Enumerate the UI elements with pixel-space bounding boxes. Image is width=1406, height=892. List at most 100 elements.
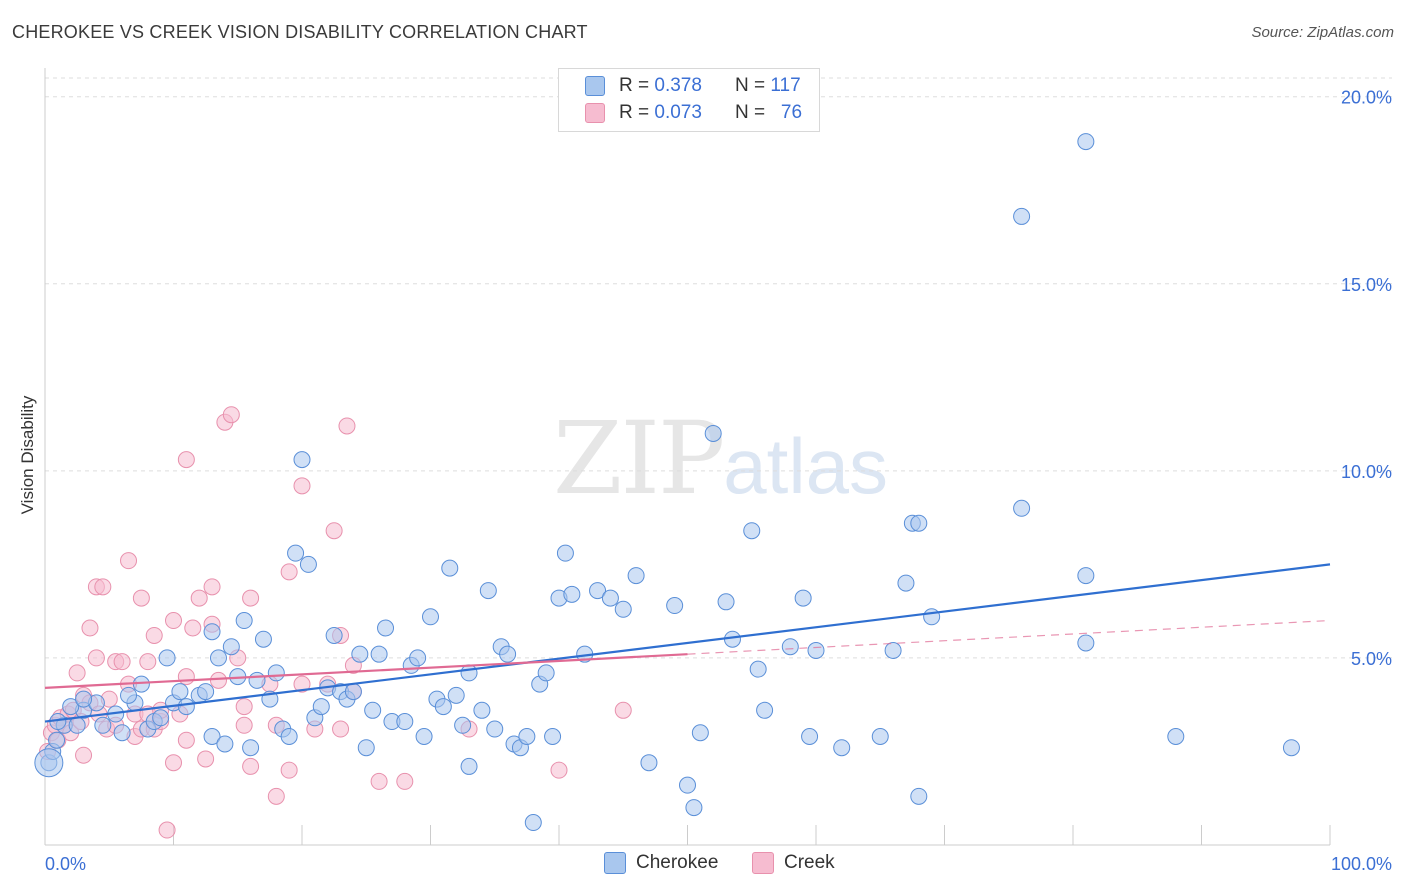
creek-point bbox=[396, 772, 414, 790]
cherokee-point bbox=[357, 739, 375, 757]
creek-point bbox=[242, 589, 260, 607]
creek-point bbox=[235, 698, 253, 716]
creek-point bbox=[293, 675, 311, 693]
y-tick-label: 15.0% bbox=[1341, 275, 1392, 295]
creek-point bbox=[132, 589, 150, 607]
cherokee-point bbox=[171, 683, 189, 701]
cherokee-point bbox=[460, 664, 478, 682]
cherokee-legend-label: Cherokee bbox=[636, 852, 719, 873]
creek-legend-swatch bbox=[752, 852, 774, 874]
cherokee-swatch bbox=[585, 76, 605, 96]
cherokee-point bbox=[627, 567, 645, 585]
cherokee-point bbox=[287, 544, 305, 562]
cherokee-point bbox=[486, 720, 504, 738]
legend-r-value: 0.378 bbox=[654, 75, 702, 96]
creek-point bbox=[165, 754, 182, 772]
cherokee-point bbox=[691, 724, 709, 742]
creek-point bbox=[158, 821, 176, 839]
legend-row-cherokee: R = 0.378 N = 117 bbox=[585, 74, 801, 98]
bottom-legend-creek: Creek bbox=[752, 850, 835, 876]
creek-point bbox=[165, 612, 182, 630]
cherokee-point bbox=[556, 544, 574, 562]
cherokee-point bbox=[396, 713, 414, 731]
creek-point bbox=[184, 619, 202, 637]
creek-point bbox=[242, 757, 260, 775]
cherokee-point bbox=[177, 698, 195, 716]
cherokee-point bbox=[743, 522, 761, 540]
cherokee-point bbox=[479, 582, 497, 600]
cherokee-point bbox=[447, 686, 465, 704]
cherokee-point bbox=[884, 641, 902, 659]
cherokee-point bbox=[756, 701, 774, 719]
legend-row-creek: R = 0.073 N = 76 bbox=[585, 101, 802, 125]
legend-n-value: 76 bbox=[780, 102, 803, 123]
creek-point bbox=[550, 761, 568, 779]
cherokee-point bbox=[34, 748, 64, 778]
cherokee-point bbox=[807, 641, 825, 659]
cherokee-point bbox=[1077, 634, 1095, 652]
creek-point bbox=[81, 619, 99, 637]
cherokee-point bbox=[563, 585, 581, 603]
cherokee-point bbox=[280, 727, 298, 745]
creek-point bbox=[203, 578, 221, 596]
cherokee-point bbox=[781, 638, 799, 656]
cherokee-point bbox=[499, 645, 517, 663]
cherokee-point bbox=[801, 727, 819, 745]
creek-point bbox=[177, 731, 195, 749]
cherokee-point bbox=[544, 727, 562, 745]
cherokee-point bbox=[152, 709, 170, 727]
y-tick-label: 10.0% bbox=[1341, 462, 1392, 482]
cherokee-point bbox=[704, 424, 722, 442]
cherokee-point bbox=[48, 731, 66, 749]
cherokee-point bbox=[589, 582, 607, 600]
creek-point bbox=[120, 552, 138, 570]
cherokee-point bbox=[910, 787, 928, 805]
cherokee-point bbox=[460, 757, 478, 775]
creek-point bbox=[68, 664, 86, 682]
cherokee-point bbox=[209, 649, 227, 667]
cherokee-point bbox=[254, 630, 272, 648]
y-tick-label: 5.0% bbox=[1351, 649, 1392, 669]
creek-point bbox=[370, 772, 388, 790]
cherokee-point bbox=[1013, 207, 1031, 225]
creek-point bbox=[280, 563, 298, 581]
creek-legend-label: Creek bbox=[784, 852, 835, 873]
cherokee-point bbox=[158, 649, 176, 667]
creek-point bbox=[267, 787, 285, 805]
cherokee-point bbox=[325, 626, 343, 644]
cherokee-point bbox=[312, 698, 330, 716]
cherokee-point bbox=[524, 814, 542, 832]
cherokee-point bbox=[235, 612, 253, 630]
cherokee-point bbox=[370, 645, 388, 663]
cherokee-point bbox=[197, 683, 215, 701]
creek-point bbox=[209, 671, 227, 689]
cherokee-point bbox=[640, 754, 658, 772]
cherokee-point bbox=[68, 716, 86, 734]
legend-r-label: R = bbox=[619, 75, 650, 96]
watermark: ZIPatlas bbox=[553, 400, 888, 517]
creek-point bbox=[190, 589, 208, 607]
cherokee-point bbox=[377, 619, 395, 637]
cherokee-point bbox=[203, 727, 221, 745]
cherokee-point bbox=[248, 671, 266, 689]
cherokee-point bbox=[1167, 727, 1185, 745]
cherokee-point bbox=[216, 735, 234, 753]
cherokee-point bbox=[94, 716, 112, 734]
cherokee-point bbox=[601, 589, 619, 607]
creek-point bbox=[87, 649, 105, 667]
creek-point bbox=[332, 720, 350, 738]
cherokee-point bbox=[267, 664, 285, 682]
cherokee-point bbox=[614, 600, 632, 618]
cherokee-point bbox=[299, 555, 317, 573]
cherokee-point bbox=[1077, 133, 1095, 151]
cherokee-point bbox=[923, 608, 941, 626]
creek-point bbox=[614, 701, 632, 719]
cherokee-point bbox=[120, 686, 138, 704]
creek-point bbox=[177, 451, 195, 469]
cherokee-point bbox=[441, 559, 459, 577]
creek-point bbox=[94, 578, 112, 596]
cherokee-point bbox=[679, 776, 696, 794]
cherokee-point bbox=[409, 649, 427, 667]
creek-point bbox=[325, 522, 343, 540]
cherokee-point bbox=[749, 660, 767, 678]
